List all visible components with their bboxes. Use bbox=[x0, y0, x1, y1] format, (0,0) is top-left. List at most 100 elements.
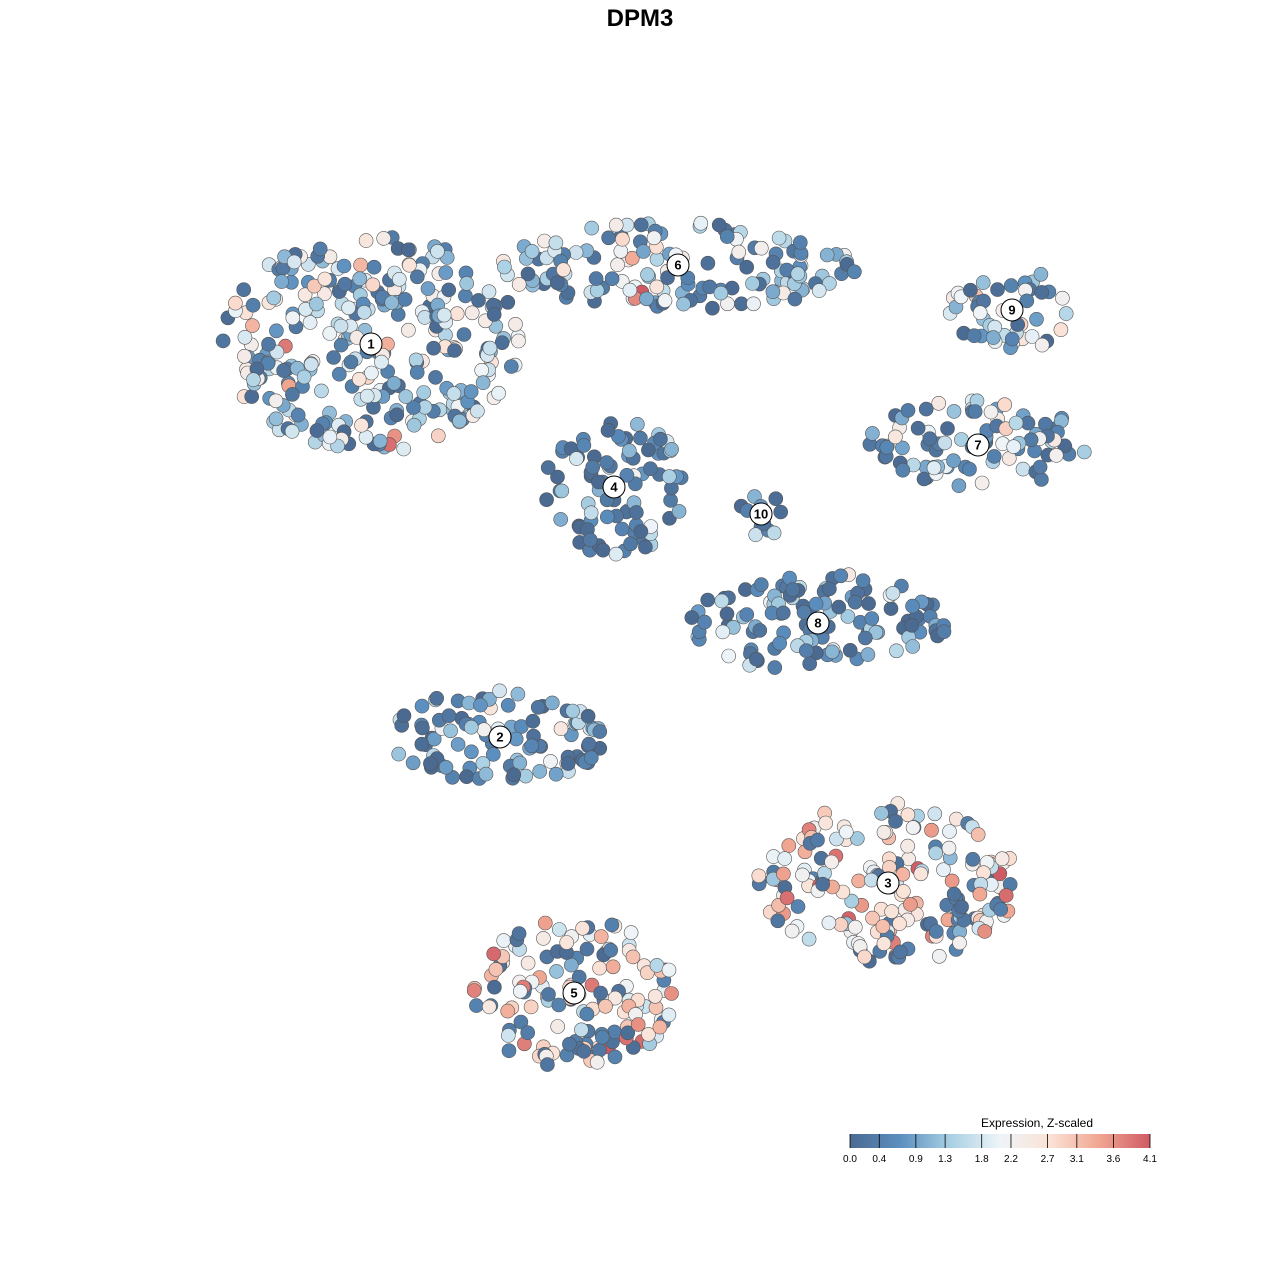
cell-point bbox=[900, 838, 916, 854]
cell-point bbox=[705, 300, 720, 316]
cell-point bbox=[317, 286, 332, 302]
cell-point bbox=[592, 724, 608, 739]
cell-point bbox=[623, 536, 638, 552]
cell-point bbox=[613, 244, 629, 259]
cell-point bbox=[851, 873, 867, 889]
cell-point bbox=[365, 277, 381, 293]
cell-point bbox=[719, 606, 735, 622]
cell-point bbox=[496, 933, 512, 948]
cell-point bbox=[237, 329, 253, 345]
cell-point bbox=[599, 509, 615, 525]
cell-point bbox=[660, 270, 675, 286]
cell-point bbox=[398, 389, 414, 404]
cell-point bbox=[459, 769, 474, 785]
cell-point bbox=[384, 295, 400, 310]
cell-point bbox=[414, 698, 430, 714]
cell-point bbox=[966, 328, 982, 344]
cell-point bbox=[977, 924, 993, 939]
cell-point bbox=[944, 873, 960, 889]
cell-point bbox=[815, 876, 831, 892]
cell-point bbox=[847, 264, 862, 280]
cell-point bbox=[922, 431, 938, 447]
cell-point bbox=[397, 292, 413, 307]
cell-point bbox=[777, 851, 793, 866]
cell-point bbox=[568, 245, 584, 260]
cell-point bbox=[312, 241, 328, 257]
cell-point bbox=[739, 259, 755, 275]
cell-point bbox=[765, 254, 781, 270]
cell-point bbox=[776, 866, 791, 882]
cell-point bbox=[492, 683, 507, 699]
cell-point bbox=[372, 433, 388, 449]
cell-point bbox=[481, 999, 497, 1015]
cell-point bbox=[478, 766, 494, 782]
cell-point bbox=[787, 291, 803, 307]
cell-point bbox=[771, 230, 787, 246]
cluster-label-badge bbox=[966, 433, 990, 457]
cell-point bbox=[910, 420, 926, 436]
cell-point bbox=[883, 601, 899, 616]
cell-point bbox=[1055, 290, 1070, 306]
cell-point bbox=[322, 429, 338, 445]
cell-point bbox=[900, 807, 916, 823]
cell-point bbox=[553, 721, 569, 737]
cell-point bbox=[408, 352, 424, 368]
cell-point bbox=[268, 411, 284, 427]
cell-point bbox=[396, 708, 412, 724]
cell-point bbox=[896, 884, 911, 899]
cell-point bbox=[795, 867, 810, 883]
cell-point bbox=[768, 491, 784, 507]
cell-point bbox=[811, 283, 827, 298]
cell-point bbox=[469, 998, 484, 1013]
cluster-label-1: 1 bbox=[359, 332, 383, 356]
cell-point bbox=[928, 845, 944, 861]
cell-point bbox=[391, 746, 407, 762]
cell-point bbox=[918, 401, 934, 417]
cell-point bbox=[563, 957, 579, 973]
cell-point bbox=[447, 343, 462, 358]
cell-point bbox=[824, 644, 840, 660]
cell-point bbox=[790, 266, 806, 282]
cell-point bbox=[513, 1014, 529, 1030]
cell-point bbox=[503, 359, 519, 374]
cell-point bbox=[511, 333, 526, 349]
cell-point bbox=[715, 624, 731, 640]
cell-point bbox=[426, 731, 442, 747]
cluster-label-6: 6 bbox=[666, 253, 690, 277]
cell-point bbox=[215, 333, 231, 349]
cell-point bbox=[500, 697, 516, 713]
cell-point bbox=[549, 275, 565, 291]
cell-point bbox=[452, 413, 467, 429]
cluster-label-badge bbox=[876, 871, 900, 895]
cell-point bbox=[749, 651, 764, 667]
cell-point bbox=[544, 695, 560, 711]
cell-point bbox=[975, 275, 991, 290]
cell-point bbox=[649, 279, 665, 295]
cell-point bbox=[530, 699, 546, 715]
cell-point bbox=[337, 276, 353, 292]
cell-point bbox=[600, 423, 616, 438]
cell-point bbox=[1003, 278, 1019, 293]
cell-point bbox=[290, 407, 306, 423]
cell-point bbox=[773, 504, 789, 520]
cell-point bbox=[592, 960, 607, 976]
legend-tick-label: 2.2 bbox=[1004, 1154, 1018, 1165]
cell-point bbox=[585, 459, 601, 475]
cell-point bbox=[802, 656, 818, 672]
cell-point bbox=[456, 327, 472, 342]
cell-point bbox=[599, 455, 615, 470]
cell-point bbox=[913, 866, 929, 882]
cell-point bbox=[941, 840, 957, 856]
cell-point bbox=[426, 340, 441, 356]
cell-point bbox=[1004, 331, 1020, 347]
cell-point bbox=[888, 814, 903, 829]
cell-point bbox=[576, 1044, 592, 1059]
cluster-label-7: 7 bbox=[966, 433, 990, 457]
cell-point bbox=[559, 935, 575, 950]
cell-point bbox=[565, 703, 580, 719]
cell-point bbox=[511, 277, 527, 292]
cell-point bbox=[471, 293, 486, 308]
cell-point bbox=[532, 764, 548, 779]
cell-point bbox=[753, 577, 769, 592]
cell-point bbox=[767, 660, 783, 675]
